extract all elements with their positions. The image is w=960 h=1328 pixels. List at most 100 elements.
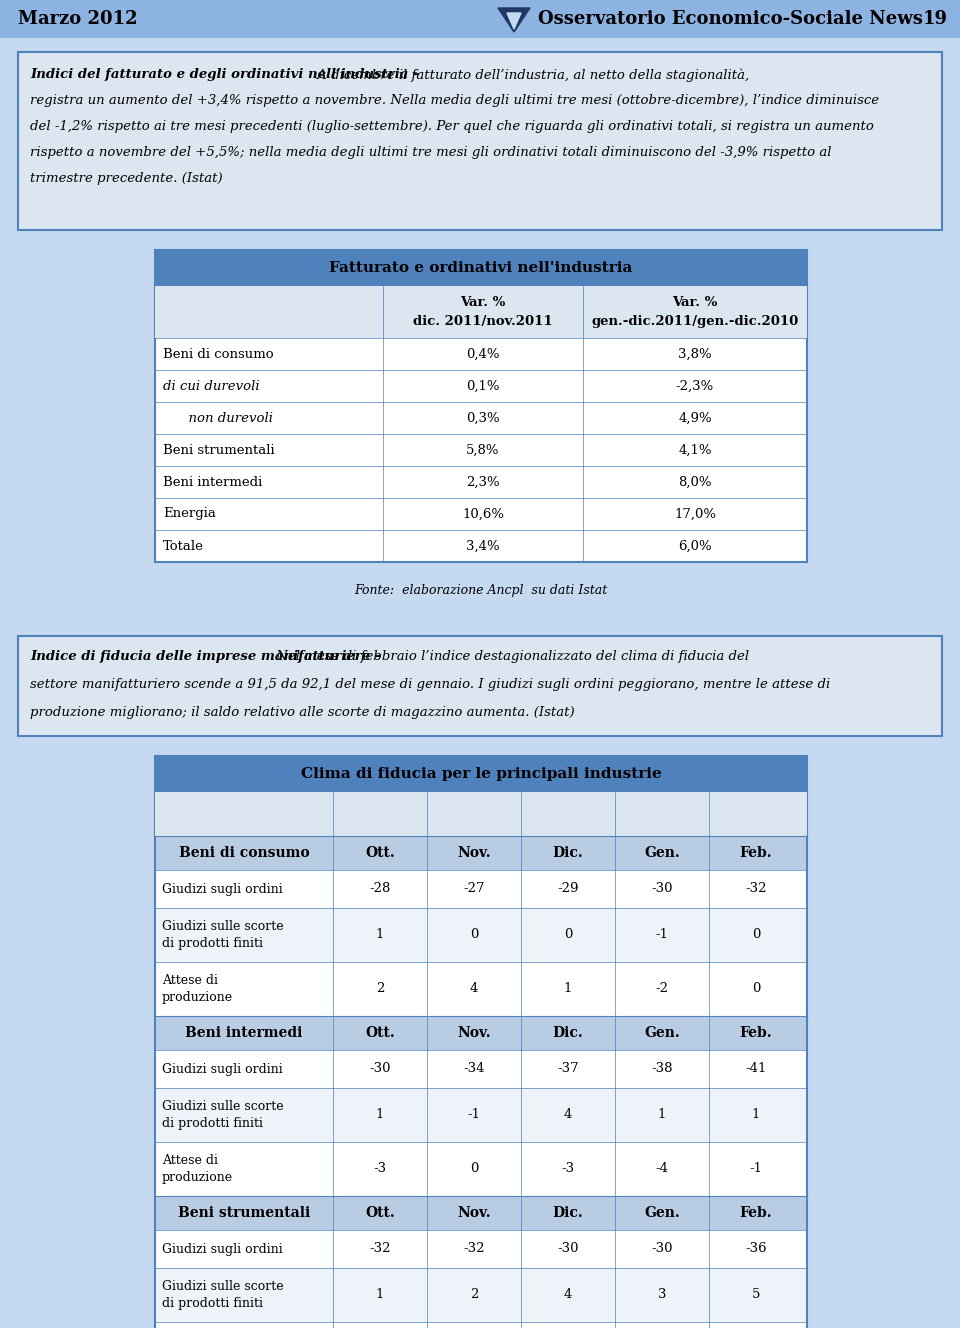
Text: Giudizi sulle scorte
di prodotti finiti: Giudizi sulle scorte di prodotti finiti [162, 920, 283, 950]
Text: -1: -1 [750, 1162, 762, 1175]
Text: 4: 4 [469, 983, 478, 996]
Text: -2: -2 [656, 983, 668, 996]
Text: Nov.: Nov. [457, 1027, 491, 1040]
Text: 0: 0 [564, 928, 572, 942]
Text: Indice di fiducia delle imprese manifatturiere –: Indice di fiducia delle imprese manifatt… [30, 649, 381, 663]
Text: settore manifatturiero scende a 91,5 da 92,1 del mese di gennaio. I giudizi sugl: settore manifatturiero scende a 91,5 da … [30, 679, 830, 691]
Text: 10,6%: 10,6% [462, 507, 504, 521]
Text: Gen.: Gen. [644, 1206, 680, 1220]
FancyBboxPatch shape [156, 1197, 806, 1230]
Text: 3,4%: 3,4% [467, 539, 500, 552]
Text: Giudizi sugli ordini: Giudizi sugli ordini [162, 1062, 283, 1076]
FancyBboxPatch shape [155, 756, 807, 1328]
Text: 2: 2 [469, 1288, 478, 1301]
Text: -1: -1 [656, 928, 668, 942]
FancyBboxPatch shape [18, 636, 942, 736]
Text: 1: 1 [375, 928, 384, 942]
Text: -3: -3 [373, 1162, 387, 1175]
Text: 1: 1 [375, 1288, 384, 1301]
Text: 4,1%: 4,1% [679, 444, 711, 457]
Text: 0,3%: 0,3% [467, 412, 500, 425]
Text: 4,9%: 4,9% [678, 412, 711, 425]
Text: Dic.: Dic. [553, 1027, 584, 1040]
Text: 3: 3 [658, 1288, 666, 1301]
Text: -4: -4 [656, 1162, 668, 1175]
Text: -27: -27 [464, 883, 485, 895]
Text: Giudizi sulle scorte
di prodotti finiti: Giudizi sulle scorte di prodotti finiti [162, 1280, 283, 1309]
Text: -30: -30 [651, 883, 673, 895]
Text: Beni strumentali: Beni strumentali [163, 444, 275, 457]
Text: Beni di consumo: Beni di consumo [163, 348, 274, 360]
Text: trimestre precedente. (Istat): trimestre precedente. (Istat) [30, 173, 223, 185]
Text: -28: -28 [370, 883, 391, 895]
Text: 5,8%: 5,8% [467, 444, 500, 457]
Text: Energia: Energia [163, 507, 216, 521]
Text: non durevoli: non durevoli [163, 412, 273, 425]
Text: 1: 1 [375, 1109, 384, 1122]
Text: Ott.: Ott. [365, 1206, 395, 1220]
Text: 8,0%: 8,0% [679, 475, 711, 489]
Text: Feb.: Feb. [740, 846, 772, 861]
Text: 1: 1 [752, 1109, 760, 1122]
Text: Attese di
produzione: Attese di produzione [162, 1154, 233, 1185]
Text: 0,4%: 0,4% [467, 348, 500, 360]
Text: -32: -32 [370, 1243, 391, 1255]
Text: Osservatorio Economico-Sociale News: Osservatorio Economico-Sociale News [538, 11, 923, 28]
Text: -2,3%: -2,3% [676, 380, 714, 393]
Text: -30: -30 [557, 1243, 579, 1255]
Text: Var. %
gen.-dic.2011/gen.-dic.2010: Var. % gen.-dic.2011/gen.-dic.2010 [591, 296, 799, 328]
Text: Var. %
dic. 2011/nov.2011: Var. % dic. 2011/nov.2011 [413, 296, 553, 328]
Text: Beni intermedi: Beni intermedi [185, 1027, 302, 1040]
FancyBboxPatch shape [18, 52, 942, 230]
Text: Gen.: Gen. [644, 846, 680, 861]
FancyBboxPatch shape [155, 250, 807, 562]
Text: 6,0%: 6,0% [678, 539, 711, 552]
Text: Giudizi sugli ordini: Giudizi sugli ordini [162, 1243, 283, 1255]
Text: Feb.: Feb. [740, 1206, 772, 1220]
Text: Giudizi sulle scorte
di prodotti finiti: Giudizi sulle scorte di prodotti finiti [162, 1100, 283, 1130]
Text: Dic.: Dic. [553, 846, 584, 861]
FancyBboxPatch shape [155, 286, 807, 339]
Text: produzione migliorano; il saldo relativo alle scorte di magazzino aumenta. (Ista: produzione migliorano; il saldo relativo… [30, 706, 575, 718]
Text: Beni intermedi: Beni intermedi [163, 475, 262, 489]
Text: 5: 5 [752, 1288, 760, 1301]
Text: Nel mese di febbraio l’indice destagionalizzato del clima di fiducia del: Nel mese di febbraio l’indice destagiona… [273, 649, 750, 663]
FancyBboxPatch shape [155, 250, 807, 286]
Text: Feb.: Feb. [740, 1027, 772, 1040]
Text: del -1,2% rispetto ai tre mesi precedenti (luglio-settembre). Per quel che rigua: del -1,2% rispetto ai tre mesi precedent… [30, 120, 874, 133]
Text: Beni di consumo: Beni di consumo [179, 846, 309, 861]
Text: Beni strumentali: Beni strumentali [178, 1206, 310, 1220]
Text: -37: -37 [557, 1062, 579, 1076]
Text: 1: 1 [564, 983, 572, 996]
Text: 0: 0 [469, 1162, 478, 1175]
Text: -32: -32 [745, 883, 767, 895]
Text: Dic.: Dic. [553, 1206, 584, 1220]
Text: Gen.: Gen. [644, 1027, 680, 1040]
Text: Clima di fiducia per le principali industrie: Clima di fiducia per le principali indus… [300, 768, 661, 781]
Text: 19: 19 [923, 11, 948, 28]
FancyBboxPatch shape [156, 1088, 806, 1142]
Text: Giudizi sugli ordini: Giudizi sugli ordini [162, 883, 283, 895]
Text: rispetto a novembre del +5,5%; nella media degli ultimi tre mesi gli ordinativi : rispetto a novembre del +5,5%; nella med… [30, 146, 831, 159]
Text: di cui durevoli: di cui durevoli [163, 380, 259, 393]
FancyBboxPatch shape [156, 837, 806, 870]
Text: Ott.: Ott. [365, 1027, 395, 1040]
FancyBboxPatch shape [156, 1268, 806, 1321]
Text: Attese di
produzione: Attese di produzione [162, 973, 233, 1004]
Text: 2: 2 [375, 983, 384, 996]
Text: 3,8%: 3,8% [678, 348, 711, 360]
Text: -32: -32 [464, 1243, 485, 1255]
Text: -34: -34 [464, 1062, 485, 1076]
Text: Marzo 2012: Marzo 2012 [18, 11, 137, 28]
Text: Fonte:  elaborazione Ancpl  su dati Istat: Fonte: elaborazione Ancpl su dati Istat [354, 584, 608, 598]
Polygon shape [498, 8, 530, 32]
Text: -36: -36 [745, 1243, 767, 1255]
Text: Nov.: Nov. [457, 846, 491, 861]
Text: Totale: Totale [163, 539, 204, 552]
Text: -1: -1 [468, 1109, 481, 1122]
Text: 2,3%: 2,3% [467, 475, 500, 489]
FancyBboxPatch shape [0, 0, 960, 39]
Text: Ott.: Ott. [365, 846, 395, 861]
Text: -29: -29 [557, 883, 579, 895]
FancyBboxPatch shape [156, 1016, 806, 1050]
